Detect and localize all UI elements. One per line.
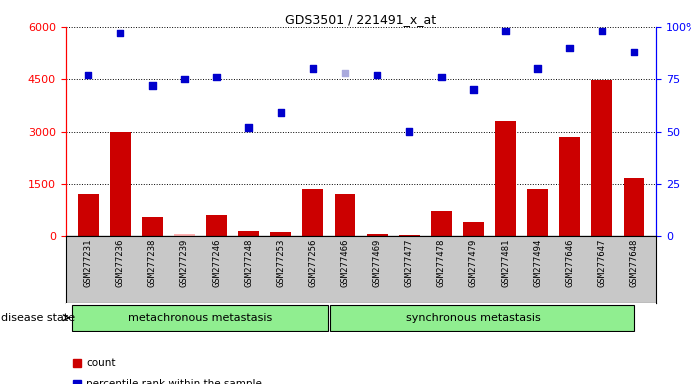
Text: GSM277479: GSM277479 [469,238,478,286]
Text: GSM277256: GSM277256 [308,238,317,286]
Bar [238,231,259,236]
Text: GSM277239: GSM277239 [180,238,189,286]
Text: GSM277246: GSM277246 [212,238,221,286]
Text: GSM277236: GSM277236 [115,238,125,286]
Bar [77,194,99,236]
Bar [559,137,580,236]
Bar [174,234,195,236]
Point [404,128,415,135]
Bar [463,222,484,236]
Point [146,83,158,89]
Text: GSM277477: GSM277477 [405,238,414,286]
Point [211,74,222,80]
Text: GSM277478: GSM277478 [437,238,446,286]
Text: GSM277466: GSM277466 [341,238,350,286]
Point [565,45,576,51]
Bar [367,234,388,236]
Bar [72,305,328,331]
Bar [142,217,163,236]
Bar [527,189,548,236]
Point [243,124,254,131]
Point [83,72,94,78]
Text: GSM277469: GSM277469 [372,238,381,286]
Bar [591,80,612,236]
Text: GSM277253: GSM277253 [276,238,285,286]
Text: GSM277647: GSM277647 [597,238,607,286]
Bar [623,177,645,236]
Bar [330,305,634,331]
Text: GSM277646: GSM277646 [565,238,574,286]
Text: GSM277248: GSM277248 [244,238,253,286]
Point [628,49,639,55]
Text: GSM277648: GSM277648 [630,238,638,286]
Title: GDS3501 / 221491_x_at: GDS3501 / 221491_x_at [285,13,437,26]
Text: metachronous metastasis: metachronous metastasis [129,313,273,323]
Text: disease state: disease state [1,313,75,323]
Bar [270,232,291,236]
Bar [334,194,355,236]
Text: percentile rank within the sample: percentile rank within the sample [86,379,263,384]
Text: GSM277481: GSM277481 [501,238,510,286]
Point [468,87,479,93]
Text: count: count [86,358,116,368]
Point [436,74,447,80]
Bar [206,215,227,236]
Text: GSM277238: GSM277238 [148,238,157,286]
Text: GSM277494: GSM277494 [533,238,542,286]
Point [115,30,126,36]
Point [179,76,190,82]
Point [500,28,511,34]
Text: GSM277231: GSM277231 [84,238,93,286]
Bar [303,189,323,236]
Bar [110,132,131,236]
Point [307,66,319,72]
Text: synchronous metastasis: synchronous metastasis [406,313,541,323]
Point [275,109,286,116]
Point [339,70,350,76]
Bar [495,121,516,236]
Point [372,72,383,78]
Point [532,66,543,72]
Bar [431,211,452,236]
Bar [399,235,419,236]
Point [596,28,607,34]
